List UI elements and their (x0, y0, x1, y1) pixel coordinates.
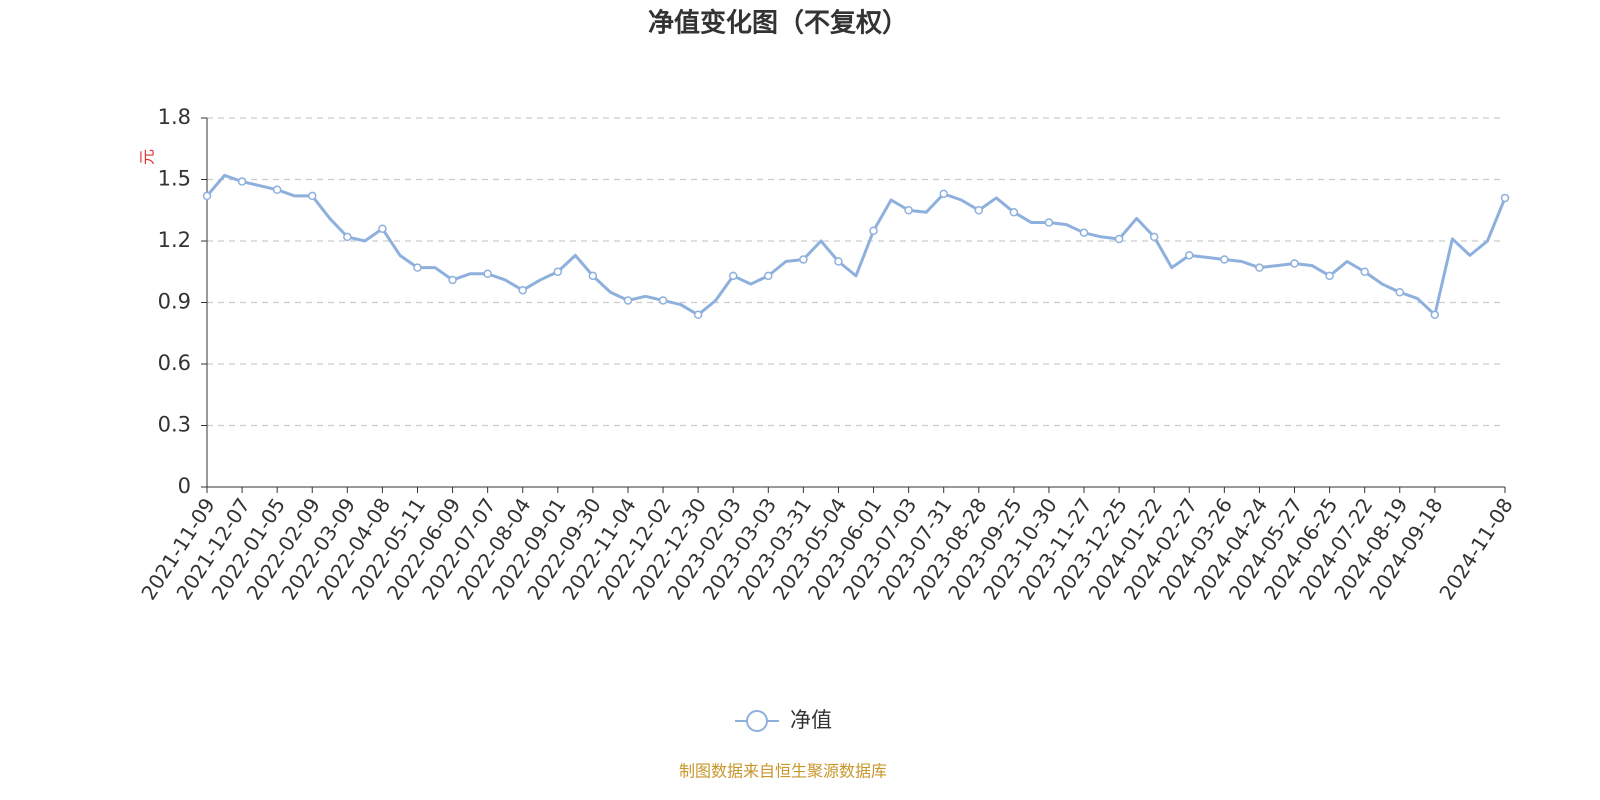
y-tick-label: 1.5 (158, 167, 191, 191)
data-point (799, 255, 808, 264)
data-point (1185, 251, 1194, 260)
data-point (343, 232, 352, 242)
y-axis-label: 元 (138, 149, 157, 165)
data-point (378, 224, 387, 233)
data-point (693, 310, 703, 320)
data-point (1149, 232, 1159, 242)
data-point (553, 267, 563, 276)
data-point (1114, 234, 1124, 244)
data-point (939, 189, 948, 199)
data-point (448, 275, 457, 285)
data-point (588, 271, 598, 281)
data-point (904, 206, 913, 215)
data-point (1044, 218, 1054, 227)
data-point (1009, 208, 1019, 217)
y-tick-label: 0.3 (158, 413, 191, 437)
data-point (1290, 259, 1299, 268)
y-tick-label: 0.9 (158, 290, 191, 314)
data-point (272, 185, 282, 194)
data-point (658, 296, 668, 305)
data-point (237, 177, 247, 186)
data-point (1395, 288, 1405, 297)
data-point (728, 271, 738, 281)
data-point (307, 191, 317, 201)
source-note: 制图数据来自恒生聚源数据库 (679, 762, 887, 781)
data-point (869, 226, 878, 235)
data-point (1325, 271, 1334, 281)
data-point (1255, 263, 1264, 272)
y-tick-label: 1.2 (158, 228, 191, 252)
data-point (413, 263, 422, 272)
x-tick-label: 2024-11-08 (1434, 494, 1517, 605)
data-point (623, 296, 633, 305)
data-point (518, 285, 527, 295)
legend-symbol (746, 710, 768, 732)
data-point (974, 206, 984, 215)
data-point (1360, 267, 1369, 276)
series-line (205, 173, 1507, 317)
data-point (1079, 228, 1089, 238)
y-tick-label: 0 (178, 474, 191, 498)
chart-title: 净值变化图（不复权） (648, 8, 908, 39)
legend-label[interactable]: 净值 (790, 708, 832, 732)
data-point (1430, 310, 1440, 320)
y-tick-label: 0.6 (158, 351, 191, 375)
data-point (764, 271, 773, 281)
data-point (483, 269, 492, 279)
data-point (202, 191, 212, 201)
data-point (834, 257, 843, 266)
data-point (1500, 193, 1510, 203)
y-tick-label: 1.8 (158, 105, 191, 129)
data-point (1220, 255, 1229, 264)
